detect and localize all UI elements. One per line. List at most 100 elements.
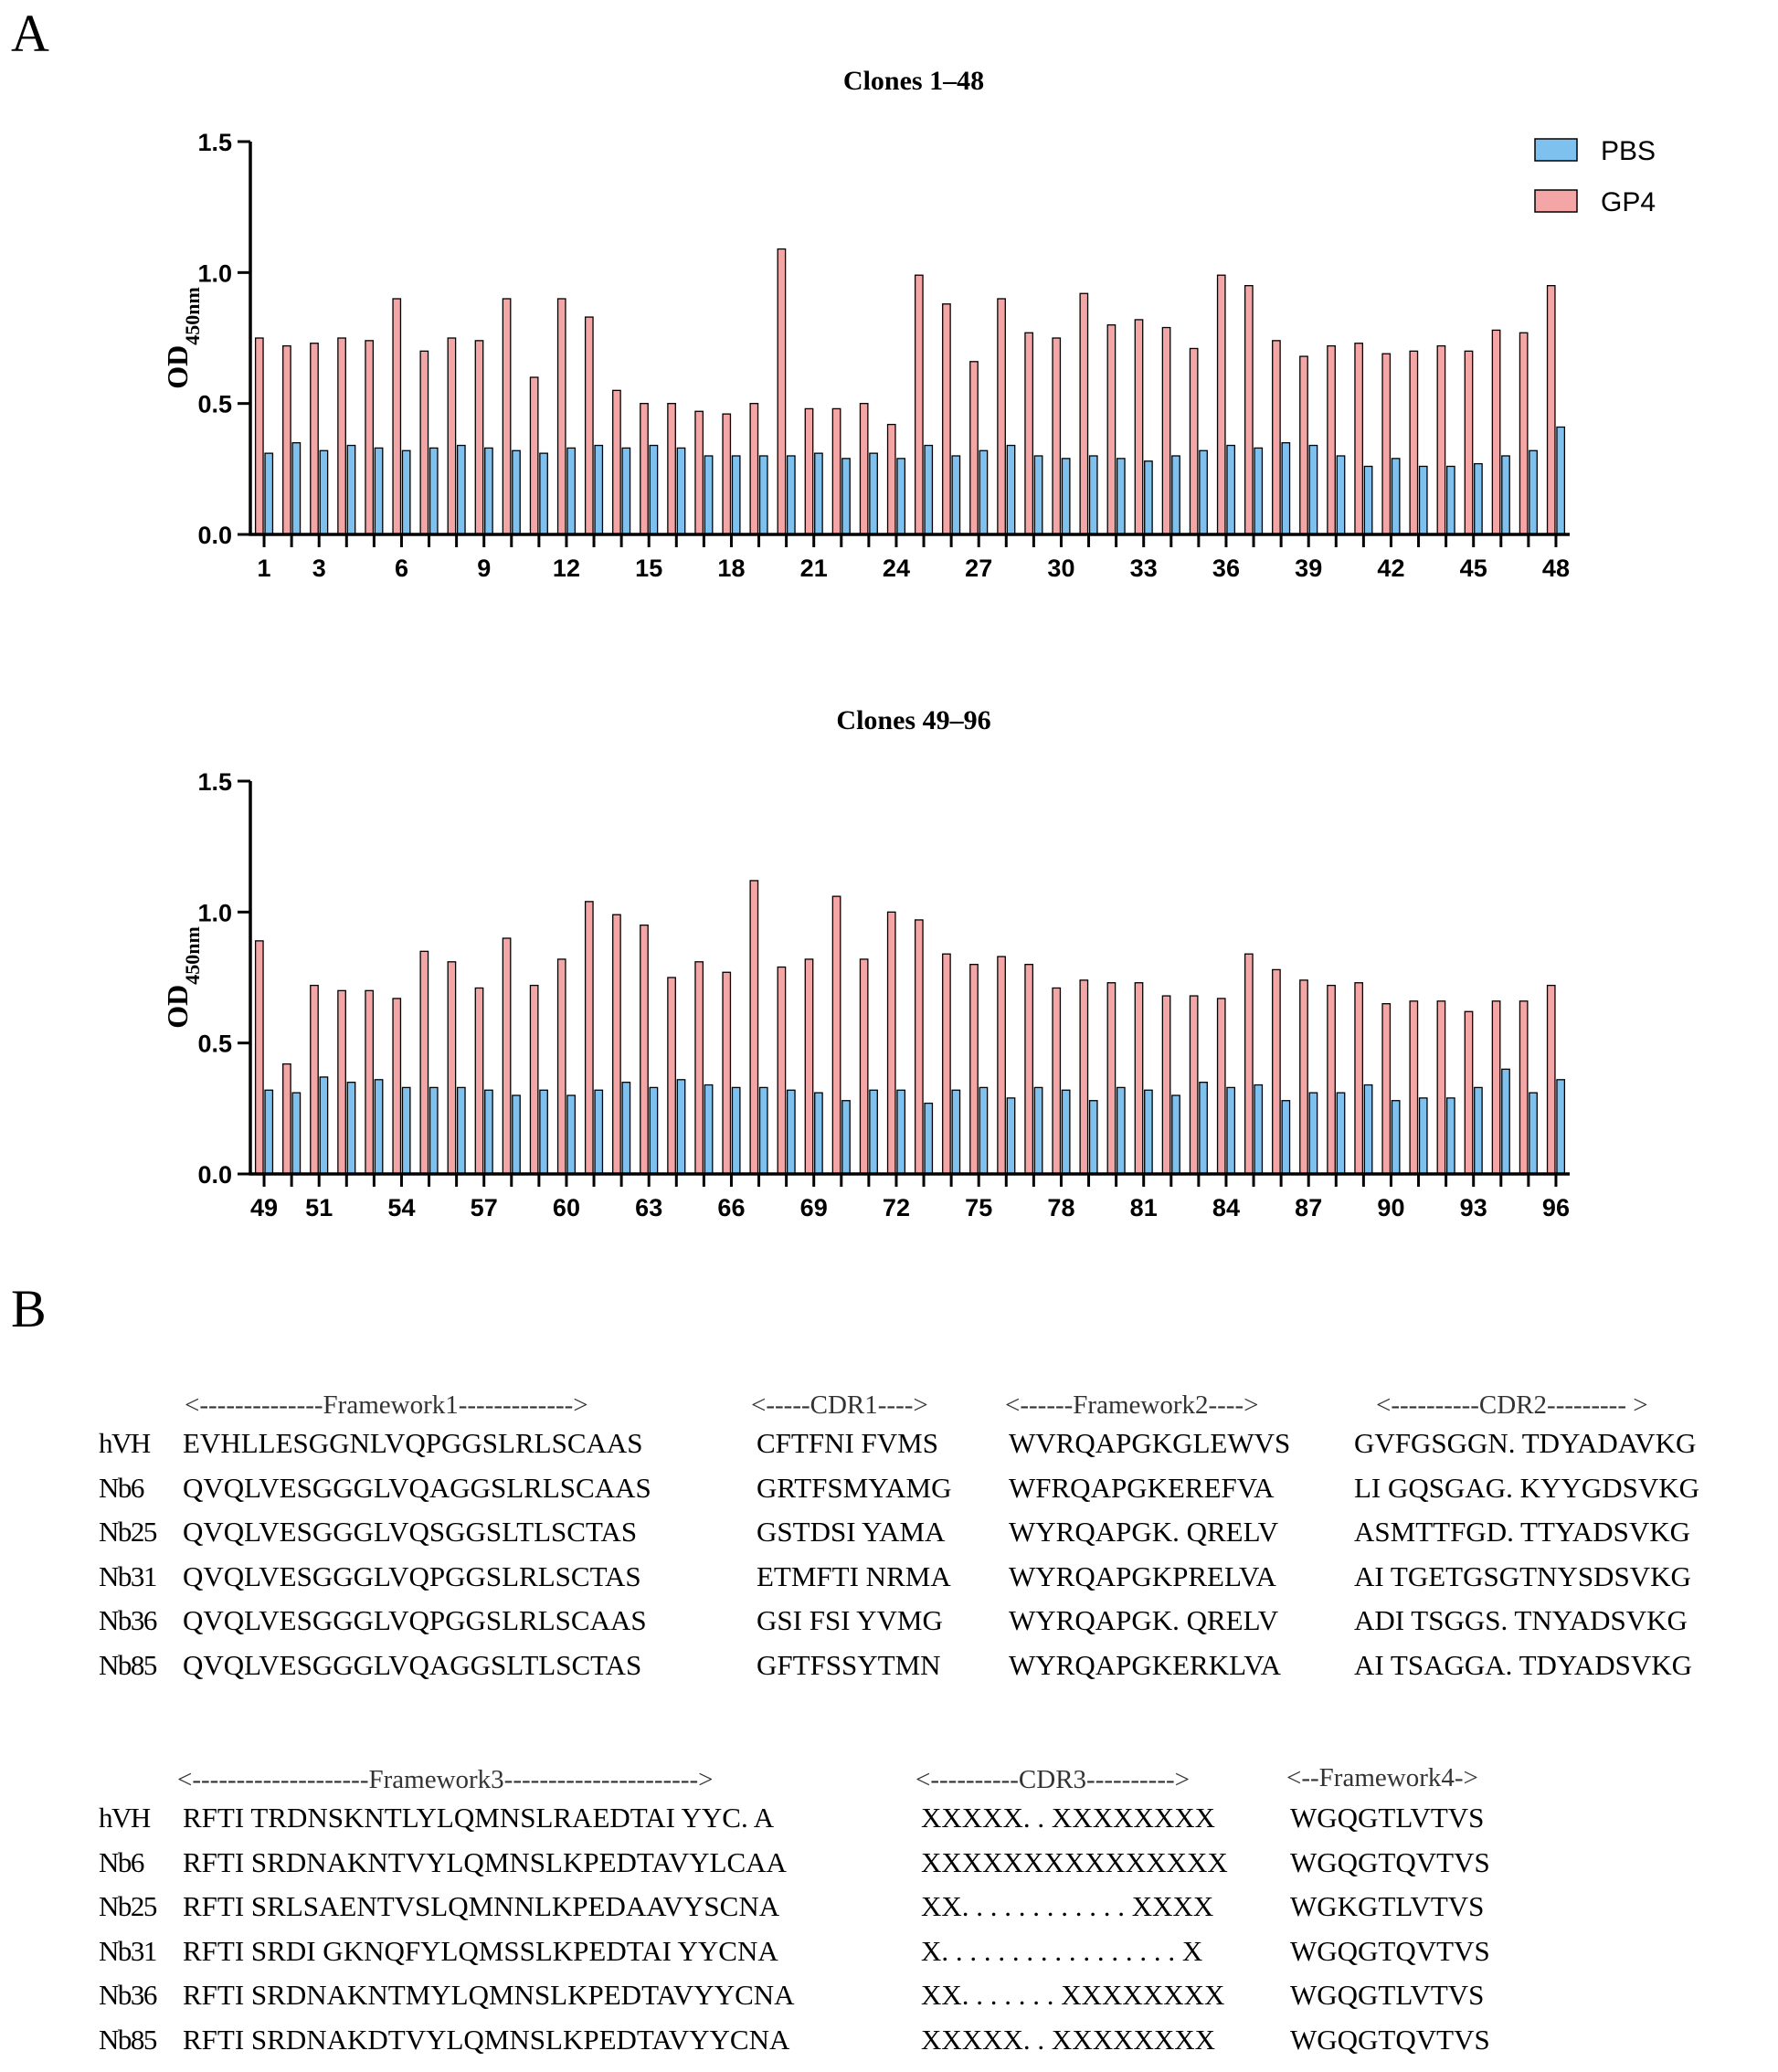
bar-pbs-clone-38 [1281,442,1291,535]
bar-gp4-clone-69 [804,958,814,1175]
sequence-segment-cdr2: ASMTTFGD. TTYADSVKG [1354,1516,1691,1548]
bar-pbs-clone-31 [1088,455,1098,535]
sequence-segment-fw4: WGQGTQVTVS [1290,2023,1490,2056]
sequence-segment-fw4: WGQGTLVTVS [1290,1979,1485,2011]
sequence-segment-cdr1: GSI FSI YVMG [757,1604,943,1636]
bar-gp4-clone-87 [1299,979,1308,1175]
bar-pbs-clone-82 [1171,1094,1180,1175]
sequence-segment-cdr2: ADI TSGGS. TNYADSVKG [1354,1604,1688,1636]
bar-pbs-clone-76 [1006,1097,1016,1175]
x-tick-label: 54 [387,1194,415,1221]
bar-pbs-clone-71 [869,1089,878,1175]
bar-gp4-clone-10 [502,298,512,535]
bar-gp4-clone-66 [722,971,732,1175]
sequence-segment-fw3: RFTI SRDNAKNTVYLQMNSLKPEDTAVYLCAA [183,1845,787,1878]
x-tick-label: 18 [717,555,745,582]
bar-gp4-clone-62 [612,914,621,1175]
bar-gp4-clone-47 [1519,332,1529,535]
sequence-name: Nb31 [99,1559,157,1592]
x-tick-label: 93 [1460,1194,1487,1221]
bar-pbs-clone-67 [758,1086,768,1175]
bar-pbs-clone-68 [786,1089,796,1175]
bar-pbs-clone-21 [814,452,823,535]
bar-gp4-clone-16 [667,403,676,535]
bar-pbs-clone-65 [704,1084,714,1175]
x-tick-label: 45 [1460,555,1487,582]
sequence-segment-fw3: RFTI SRDNAKNTMYLQMNSLKPEDTAVYYCNA [183,1979,795,2011]
bar-pbs-clone-41 [1363,465,1373,535]
bar-gp4-clone-82 [1161,995,1171,1175]
y-tick-label: 1.5 [197,129,232,156]
sequence-name: hVH [99,1427,151,1459]
legend-label-pbs: PBS [1601,136,1656,166]
bar-pbs-clone-17 [704,455,714,535]
x-tick-label: 90 [1377,1194,1404,1221]
sequence-segment-fw1: QVQLVESGGGLVQAGGSLRLSCAAS [183,1471,651,1504]
bar-pbs-clone-5 [374,447,384,535]
bar-pbs-clone-78 [1061,1089,1071,1175]
bar-pbs-clone-54 [401,1086,411,1175]
x-tick-label: 15 [635,555,662,582]
panel-label-b: B [11,1279,47,1338]
x-tick-label: 3 [312,555,326,582]
bar-gp4-clone-40 [1327,344,1336,535]
bar-gp4-clone-5 [365,340,375,535]
legend-label-gp4: GP4 [1601,187,1656,217]
bar-pbs-clone-86 [1281,1100,1291,1175]
bar-pbs-clone-43 [1418,465,1428,535]
bar-gp4-clone-43 [1409,350,1419,535]
bar-gp4-clone-91 [1409,1000,1419,1175]
sequence-name: Nb36 [99,1604,157,1636]
bar-pbs-clone-2 [291,442,302,535]
bar-pbs-clone-12 [566,447,577,535]
region-label-framework3: <--------------------Framework3---------… [177,1765,714,1794]
bar-pbs-clone-39 [1308,444,1318,535]
bar-pbs-clone-8 [456,444,466,535]
bar-gp4-clone-50 [282,1062,291,1175]
x-tick-label: 33 [1130,555,1158,582]
bar-gp4-clone-67 [749,880,759,1175]
x-tick-label: 57 [471,1194,498,1221]
bar-pbs-clone-33 [1144,460,1153,535]
bar-pbs-clone-36 [1226,444,1236,535]
bar-gp4-clone-39 [1299,355,1308,535]
chart-title: Clones 1–48 [843,66,984,96]
bar-pbs-clone-42 [1391,458,1401,535]
bar-pbs-clone-4 [346,444,356,535]
sequence-name: Nb85 [99,2023,157,2056]
bar-pbs-clone-84 [1226,1086,1236,1175]
bar-gp4-clone-11 [529,376,539,535]
sequence-segment-fw1: EVHLLESGGNLVQPGGSLRLSCAAS [183,1427,643,1459]
bar-gp4-clone-64 [667,977,676,1175]
bar-gp4-clone-85 [1244,953,1254,1175]
sequence-segment-fw3: RFTI TRDNSKNTLYLQMNSLRAEDTAI YYC. A [183,1802,775,1834]
bar-gp4-clone-90 [1381,1003,1392,1175]
sequence-segment-cdr2: AI TGETGSGTNYSDSVKG [1354,1559,1691,1592]
bar-pbs-clone-96 [1556,1079,1566,1175]
bar-gp4-clone-60 [556,958,566,1175]
bar-pbs-clone-48 [1556,426,1566,535]
bar-pbs-clone-30 [1061,458,1071,535]
bar-pbs-clone-55 [429,1086,439,1175]
bar-gp4-clone-74 [942,953,951,1175]
bar-gp4-clone-3 [310,343,319,535]
x-tick-label: 60 [553,1194,580,1221]
bar-gp4-clone-72 [886,911,896,1175]
bar-pbs-clone-52 [346,1082,356,1175]
bar-pbs-clone-63 [649,1086,659,1175]
x-tick-label: 81 [1130,1194,1158,1221]
bar-pbs-clone-13 [594,444,604,535]
bar-pbs-clone-81 [1144,1089,1153,1175]
bar-gp4-clone-77 [1024,964,1034,1175]
bar-gp4-clone-46 [1491,329,1501,535]
bar-gp4-clone-29 [1024,332,1034,535]
x-tick-label: 72 [883,1194,910,1221]
bar-pbs-clone-11 [539,452,548,535]
bar-gp4-clone-38 [1272,340,1281,535]
x-tick-label: 21 [800,555,828,582]
bar-gp4-clone-20 [777,248,787,535]
bar-gp4-clone-44 [1436,344,1446,535]
bar-pbs-clone-19 [758,455,768,535]
bar-chart-clones-49-96: Clones 49–96 OD450nm 0.0 0.5 1.0 1.5 49 51 54 57 6… [161,705,1570,1221]
sequence-segment-fw1: QVQLVESGGGLVQAGGSLTLSCTAS [183,1648,642,1681]
